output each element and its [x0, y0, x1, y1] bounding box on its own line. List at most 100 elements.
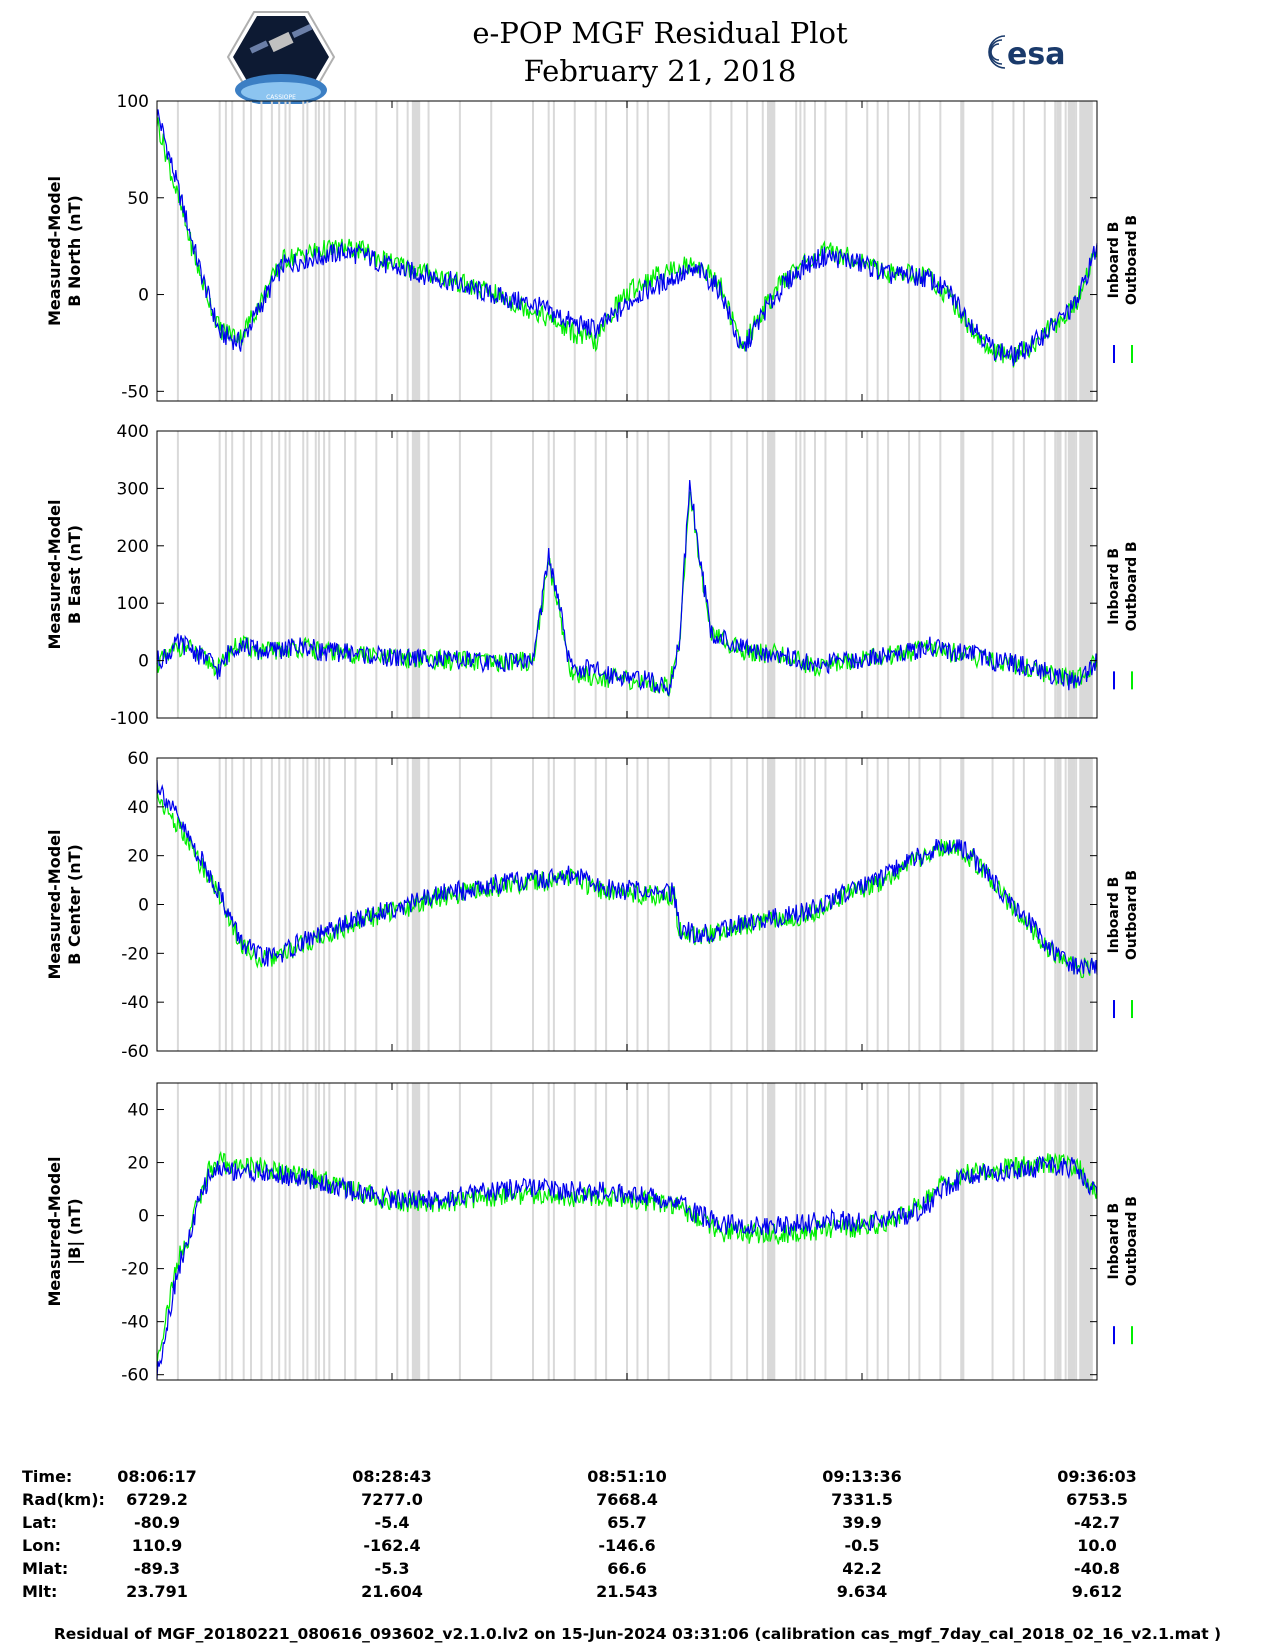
info-value: 08:28:43 — [352, 1467, 432, 1486]
info-value: 6753.5 — [1066, 1490, 1128, 1509]
chart-date: February 21, 2018 — [523, 54, 797, 88]
info-value: 10.0 — [1077, 1536, 1117, 1555]
y-axis-label: Measured-ModelB East (nT) — [45, 499, 84, 649]
y-tick-label: 40 — [127, 1101, 149, 1121]
data-gap-band — [411, 1083, 421, 1380]
cassiope-logo: CASSIOPE — [226, 11, 336, 104]
y-tick-label: -50 — [121, 382, 149, 402]
legend: Inboard B Outboard B — [1106, 1196, 1140, 1345]
info-label: Mlat: — [22, 1559, 69, 1578]
info-row: Mlt: 23.791 21.604 21.543 9.634 9.612 — [0, 1582, 1275, 1606]
data-gap-band — [1067, 758, 1076, 1051]
data-gap-band — [1067, 1083, 1076, 1380]
y-tick-label: 300 — [117, 479, 149, 499]
data-gap-band — [1067, 101, 1076, 401]
info-row: Lon: 110.9 -162.4 -146.6 -0.5 10.0 — [0, 1536, 1275, 1560]
info-value: 21.604 — [361, 1582, 423, 1601]
data-gap-band — [411, 101, 421, 401]
info-value: 23.791 — [126, 1582, 188, 1601]
y-axis-label: Measured-Model|B| (nT) — [45, 1156, 85, 1306]
chart-title: e-POP MGF Residual Plot — [472, 16, 848, 50]
cassiope-logo-text: CASSIOPE — [266, 94, 296, 101]
panel-2: -100 0 100 200 300 400 Measured-ModelB East (n… — [45, 422, 1140, 729]
info-row: Time: 08:06:17 08:28:43 08:51:10 09:13:36 09:… — [0, 1467, 1275, 1491]
data-gap-band — [961, 431, 965, 718]
data-gap-band — [766, 431, 776, 718]
legend: Inboard B Outboard B — [1106, 870, 1140, 1019]
info-row: Rad(km): 6729.2 7277.0 7668.4 7331.5 6753.5 — [0, 1490, 1275, 1514]
y-axis-label-line: Measured-Model — [45, 829, 64, 979]
data-gap-band — [1056, 758, 1062, 1051]
y-tick-label: -60 — [121, 1042, 149, 1062]
panel-1: -50 0 50 100 Measured-ModelB North (nT) Inboa… — [45, 92, 1140, 402]
series-line-inboard — [156, 479, 1098, 696]
y-axis-label-line: |B| (nT) — [65, 1198, 85, 1264]
legend: Inboard B Outboard B — [1106, 215, 1140, 363]
y-tick-label: 400 — [117, 422, 149, 442]
y-axis-label-line: Measured-Model — [45, 176, 64, 326]
data-gap-band — [961, 758, 965, 1051]
info-value: 9.612 — [1071, 1582, 1123, 1601]
info-value: -42.7 — [1073, 1513, 1121, 1532]
series-line-inboard — [156, 109, 1098, 367]
info-label: Time: — [22, 1467, 73, 1486]
panel-4: -60 -40 -20 0 20 40 Measured-Model|B| (nT) Inbo… — [45, 1082, 1140, 1386]
info-value: -5.3 — [374, 1559, 410, 1578]
footer-caption: Residual of MGF_20180221_080616_093602_v… — [53, 1625, 1222, 1643]
info-value: 08:51:10 — [587, 1467, 667, 1486]
y-tick-label: 50 — [127, 189, 149, 209]
info-row: Lat: -80.9 -5.4 65.7 39.9 -42.7 — [0, 1513, 1275, 1537]
info-value: -146.6 — [598, 1536, 656, 1555]
y-tick-label: 0 — [138, 896, 149, 916]
y-axis-label: Measured-ModelB Center (nT) — [45, 829, 84, 979]
data-gap-band — [1056, 101, 1062, 401]
info-value: 9.634 — [836, 1582, 888, 1601]
y-axis-label: Measured-ModelB North (nT) — [45, 176, 84, 326]
y-axis-label-line: B Center (nT) — [65, 844, 84, 965]
info-value: -5.4 — [374, 1513, 410, 1532]
data-gap-band — [766, 101, 776, 401]
info-value: 42.2 — [842, 1559, 882, 1578]
y-tick-label: -40 — [121, 1313, 149, 1333]
legend-label-outboard: Outboard B — [1124, 215, 1140, 305]
info-value: -0.5 — [844, 1536, 880, 1555]
data-gap-band — [961, 101, 965, 401]
info-value: -80.9 — [133, 1513, 181, 1532]
info-value: 7331.5 — [831, 1490, 893, 1509]
info-label: Lat: — [22, 1513, 58, 1532]
y-axis-label-line: Measured-Model — [45, 1156, 64, 1306]
data-gap-band — [1056, 431, 1062, 718]
info-value: 08:06:17 — [117, 1467, 197, 1486]
data-gap-band — [766, 1083, 776, 1380]
info-value: 7277.0 — [361, 1490, 423, 1509]
info-label: Mlt: — [22, 1582, 58, 1601]
y-axis-label-line: B North (nT) — [65, 195, 84, 307]
y-tick-label: 100 — [117, 594, 149, 614]
legend-label-inboard: Inboard B — [1106, 877, 1122, 954]
y-tick-label: 100 — [117, 92, 149, 112]
y-tick-label: 20 — [127, 1154, 149, 1174]
info-label: Lon: — [22, 1536, 61, 1555]
data-gap-band — [1079, 101, 1093, 401]
y-tick-label: 200 — [117, 537, 149, 557]
series-line-inboard — [156, 1155, 1098, 1379]
y-tick-label: 0 — [138, 286, 149, 306]
info-value: 66.6 — [607, 1559, 647, 1578]
data-gap-band — [1079, 1083, 1093, 1380]
legend-label-outboard: Outboard B — [1124, 1196, 1140, 1286]
y-tick-label: 40 — [127, 798, 149, 818]
info-value: 39.9 — [842, 1513, 882, 1532]
info-value: 65.7 — [607, 1513, 647, 1532]
y-tick-label: 0 — [138, 652, 149, 672]
legend-label-outboard: Outboard B — [1124, 870, 1140, 960]
data-gap-band — [1079, 431, 1093, 718]
y-tick-label: 20 — [127, 847, 149, 867]
data-gap-band — [411, 431, 421, 718]
legend: Inboard B Outboard B — [1106, 541, 1140, 690]
esa-logo-text: esa — [1007, 37, 1065, 72]
title-block: e-POP MGF Residual Plot February 21, 201… — [400, 14, 920, 90]
y-tick-label: -20 — [121, 1260, 149, 1280]
info-value: -162.4 — [363, 1536, 421, 1555]
info-value: 21.543 — [596, 1582, 658, 1601]
